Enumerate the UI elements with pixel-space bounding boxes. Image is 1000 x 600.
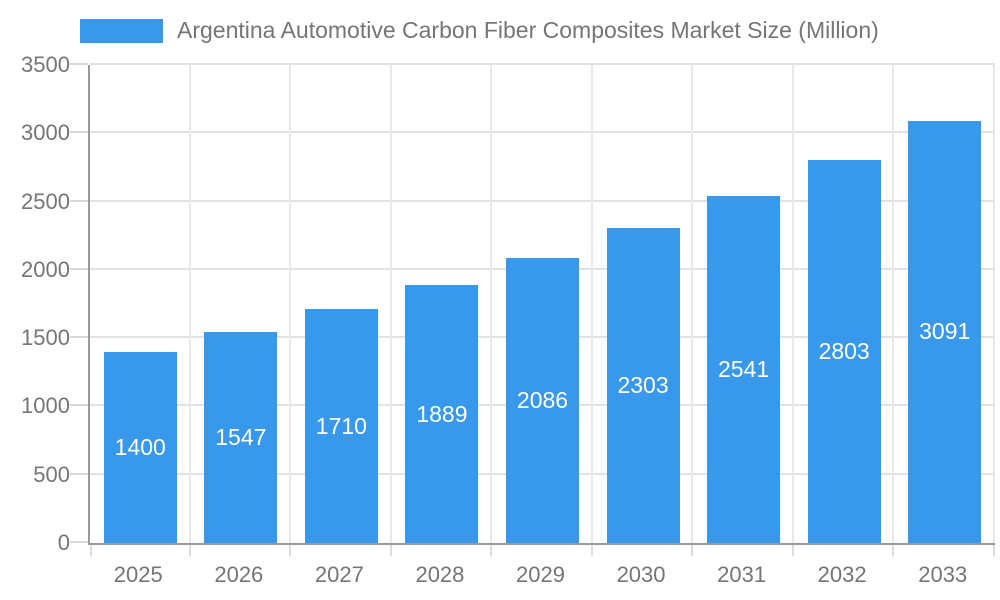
- x-axis-tick: [90, 545, 92, 556]
- x-axis-tick: [691, 545, 694, 556]
- y-axis-tick: [70, 199, 88, 202]
- x-axis-tick: [993, 545, 995, 556]
- x-axis-tick-label: 2027: [314, 562, 364, 587]
- x-gridline: [289, 65, 292, 543]
- y-axis-tick: [70, 336, 88, 339]
- x-axis-tick-label: 2033: [918, 562, 968, 587]
- y-axis-tick: [70, 63, 88, 65]
- y-axis-tick-label: 1500: [21, 325, 70, 351]
- bar-2033[interactable]: 3091: [908, 120, 982, 543]
- y-axis-tick-label: 3000: [21, 120, 70, 146]
- y-axis-tick: [70, 541, 88, 543]
- x-axis-tick-label: 2030: [616, 562, 666, 587]
- y-gridline: [90, 63, 995, 65]
- x-axis-tick: [590, 545, 593, 556]
- bar-2029[interactable]: 2086: [506, 258, 579, 543]
- x-axis-tick-label: 2025: [113, 562, 163, 587]
- y-axis-tick-label: 0: [57, 530, 70, 555]
- bar-2031[interactable]: 2541: [707, 195, 781, 543]
- x-gridline: [188, 65, 191, 543]
- bar-value-label: 1400: [114, 433, 166, 460]
- x-gridline: [691, 65, 694, 543]
- legend-swatch-icon: [80, 18, 163, 43]
- x-axis-tick-label: 2029: [516, 562, 565, 587]
- x-axis-tick: [188, 545, 191, 556]
- y-axis-tick-label: 3500: [21, 52, 70, 77]
- bar-value-label: 1889: [416, 400, 468, 427]
- x-axis-tick: [791, 545, 794, 556]
- y-gridline: [90, 199, 995, 202]
- y-axis-tick: [70, 267, 88, 270]
- bar-value-label: 3091: [919, 318, 971, 345]
- y-gridline: [90, 131, 995, 134]
- x-axis-tick: [490, 545, 493, 556]
- y-axis-tick: [70, 131, 88, 134]
- y-axis-tick-label: 1000: [21, 393, 70, 419]
- bar-2030[interactable]: 2303: [606, 228, 680, 543]
- x-axis-tick-label: 2028: [415, 562, 465, 587]
- x-axis-tick-label: 2031: [717, 562, 767, 587]
- x-axis-tick-label: 2032: [817, 562, 867, 587]
- bar-value-label: 1547: [215, 423, 267, 450]
- bar-2027[interactable]: 1710: [304, 309, 378, 543]
- x-axis-tick: [289, 545, 292, 556]
- bar-2032[interactable]: 2803: [807, 160, 881, 543]
- bar-2028[interactable]: 1889: [405, 285, 479, 543]
- legend[interactable]: Argentina Automotive Carbon Fiber Compos…: [80, 17, 879, 44]
- bar-value-label: 2541: [718, 355, 770, 382]
- y-axis-tick-label: 500: [33, 461, 70, 487]
- x-gridline: [993, 65, 995, 543]
- y-axis-tick: [70, 404, 88, 407]
- x-gridline: [590, 65, 593, 543]
- bar-value-label: 1710: [315, 412, 367, 439]
- bar-value-label: 2803: [818, 338, 870, 365]
- y-axis-tick: [70, 472, 88, 475]
- y-axis-tick-label: 2000: [21, 256, 70, 282]
- chart-title: Argentina Automotive Carbon Fiber Compos…: [177, 17, 879, 43]
- plot-area: 1400 1547 1710 1889 2086 2303 2541 2803 3091: [70, 63, 995, 556]
- bar-value-label: 2086: [516, 387, 569, 414]
- x-gridline: [389, 65, 392, 543]
- x-gridline: [490, 65, 493, 543]
- x-axis-tick: [389, 545, 392, 556]
- x-axis-tick: [892, 545, 895, 556]
- bar-value-label: 2303: [617, 372, 669, 399]
- x-gridline: [791, 65, 794, 543]
- bar-2025[interactable]: 1400: [103, 351, 177, 543]
- y-axis-tick-label: 2500: [21, 188, 70, 214]
- x-gridline: [892, 65, 895, 543]
- bar-2026[interactable]: 1547: [204, 331, 278, 543]
- x-axis-tick-label: 2026: [214, 562, 264, 587]
